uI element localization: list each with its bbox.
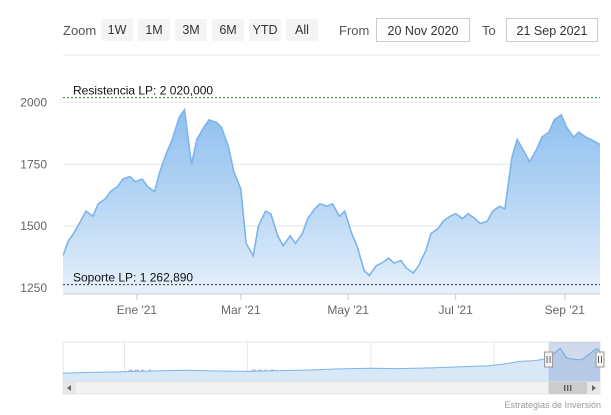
navigator-area [63, 348, 600, 382]
zoom-1w-button[interactable]: 1W [101, 19, 133, 41]
navigator-right-handle[interactable] [595, 351, 605, 368]
resistance-label: Resistencia LP: 2 020,000 [73, 84, 213, 98]
y-tick-label: 2000 [20, 96, 47, 110]
x-tick-label: Mar '21 [221, 303, 261, 317]
zoom-all-button[interactable]: All [286, 19, 318, 41]
y-tick-label: 1250 [20, 281, 47, 295]
x-axis: Ene '21 Mar '21 May '21 Jul '21 Sep '21 [117, 294, 585, 317]
scrollbar-track[interactable] [62, 381, 601, 395]
to-label: To [482, 23, 496, 38]
x-tick-label: Sep '21 [545, 303, 586, 317]
x-tick-label: May '21 [327, 303, 369, 317]
range-selector-toolbar: Zoom 1W 1M 3M 6M YTD All From 20 Nov 202… [0, 0, 611, 56]
price-line [63, 107, 600, 277]
zoom-label: Zoom [63, 23, 97, 38]
y-tick-label: 1750 [20, 157, 47, 171]
zoom-ytd-button[interactable]: YTD [249, 19, 281, 41]
from-date-input[interactable]: 20 Nov 2020 [376, 18, 470, 42]
credits: Estrategias de Inversión [504, 400, 601, 410]
navigator-selection[interactable] [548, 342, 600, 382]
scroll-left-arrow-icon [67, 385, 71, 391]
y-axis-labels: 1250 1500 1750 2000 [20, 96, 47, 295]
to-date-input[interactable]: 21 Sep 2021 [506, 18, 598, 42]
x-tick-label: Ene '21 [117, 303, 158, 317]
navigator-line [63, 347, 600, 374]
support-label: Soporte LP: 1 262,890 [73, 271, 193, 285]
zoom-1m-button[interactable]: 1M [138, 19, 170, 41]
price-area [63, 109, 600, 294]
navigator-left-handle[interactable] [544, 351, 554, 368]
y-tick-label: 1500 [20, 219, 47, 233]
scrollbar-grip-icon [564, 385, 572, 391]
x-tick-label: Jul '21 [438, 303, 473, 317]
zoom-3m-button[interactable]: 3M [175, 19, 207, 41]
zoom-6m-button[interactable]: 6M [212, 19, 244, 41]
scroll-right-arrow-icon [592, 385, 596, 391]
from-label: From [339, 23, 370, 38]
